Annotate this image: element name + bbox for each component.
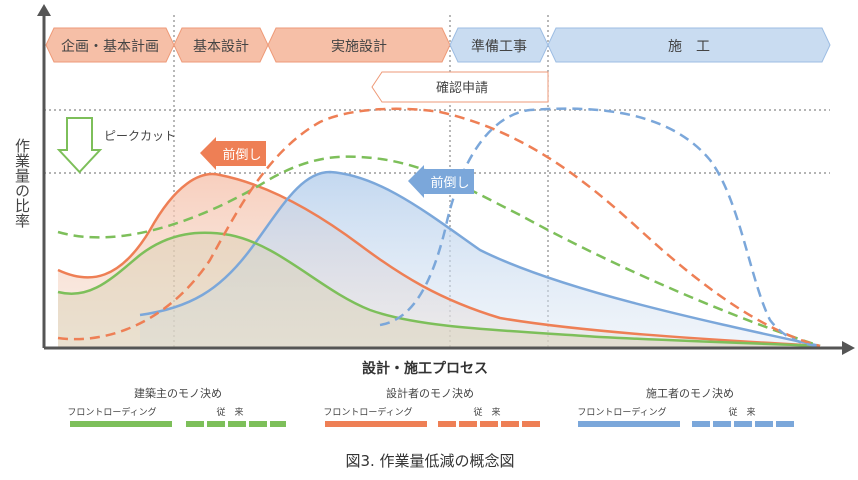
owner-frontloading-line bbox=[57, 231, 821, 348]
phase-label: 基本設計 bbox=[193, 38, 249, 55]
legend-conventional-label: 従 来 bbox=[216, 406, 243, 418]
legend-designer: 設計者のモノ決め フロントローディング 従 来 bbox=[323, 386, 540, 427]
designer-conventional-line bbox=[57, 107, 821, 348]
permit-label: 確認申請 bbox=[436, 80, 488, 96]
front-loading-blue-arrow-icon bbox=[408, 165, 474, 198]
legend-conventional-label: 従 来 bbox=[473, 406, 500, 418]
phase-label: 施 工 bbox=[668, 39, 710, 55]
legend-solid-swatch bbox=[325, 421, 427, 427]
legend-solid-swatch bbox=[578, 421, 680, 427]
legend-conventional-label: 従 来 bbox=[728, 406, 755, 418]
legend-title: 施工者のモノ決め bbox=[646, 387, 734, 400]
phase-planning bbox=[45, 27, 175, 63]
legend-title: 建築主のモノ決め bbox=[134, 386, 222, 400]
legend-front-label: フロントローディング bbox=[577, 406, 666, 418]
axes bbox=[37, 4, 855, 355]
phase-basic-design bbox=[173, 27, 269, 63]
caption: 図3. 作業量低減の概念図 bbox=[345, 452, 514, 470]
phase-detailed-design bbox=[267, 27, 451, 63]
legend-front-label: フロントローディング bbox=[67, 406, 156, 418]
phase-label: 企画・基本計画 bbox=[61, 38, 159, 55]
front-loading-orange-arrow-icon bbox=[200, 137, 266, 170]
legend-contractor: 施工者のモノ決め フロントローディング 従 来 bbox=[577, 387, 795, 427]
peak-cut-arrow-icon bbox=[56, 117, 103, 174]
phase-label: 準備工事 bbox=[471, 39, 527, 55]
permit-box bbox=[371, 71, 549, 103]
y-axis-label: 作業量の比率 bbox=[13, 138, 31, 228]
designer-frontloading-line bbox=[57, 172, 821, 348]
contractor-frontloading-line bbox=[139, 170, 821, 348]
legend-title: 設計者のモノ決め bbox=[386, 386, 474, 400]
contractor-conventional-line bbox=[379, 107, 821, 348]
phase-preparation bbox=[449, 27, 549, 63]
front-loading-orange-label: 前倒し bbox=[222, 147, 261, 163]
owner-frontloading-area bbox=[58, 232, 820, 348]
peak-cut-label: ピークカット bbox=[104, 129, 176, 143]
legend-owner: 建築主のモノ決め フロントローディング 従 来 bbox=[67, 386, 286, 427]
x-axis-label: 設計・施工プロセス bbox=[362, 360, 488, 377]
front-loading-blue-label: 前倒し bbox=[430, 175, 469, 191]
phase-bar: 企画・基本計画 基本設計 実施設計 準備工事 施 工 確認申請 bbox=[45, 27, 831, 103]
contractor-frontloading-area bbox=[140, 172, 820, 348]
phase-construction bbox=[547, 27, 831, 63]
legend-solid-swatch bbox=[70, 421, 172, 427]
legend-front-label: フロントローディング bbox=[323, 406, 412, 418]
phase-label: 実施設計 bbox=[331, 39, 387, 55]
